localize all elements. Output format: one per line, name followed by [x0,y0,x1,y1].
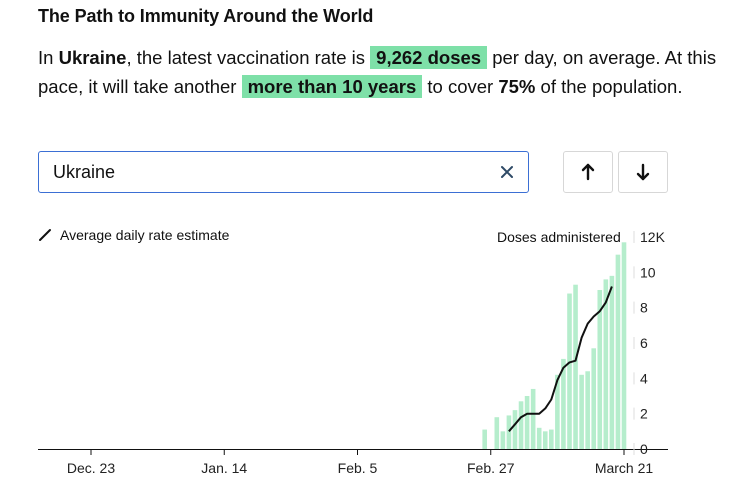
dose-bar [567,293,572,449]
page-title: The Path to Immunity Around the World [38,6,374,26]
dose-bar [549,429,554,449]
dose-bar [585,371,590,449]
y-tick-label: 6 [640,335,648,351]
dose-bar [518,401,524,449]
dose-bar [512,410,518,449]
dose-bar [494,417,500,449]
x-tick-label: Feb. 27 [467,460,515,476]
legend-label: Average daily rate estimate [60,227,230,243]
y-tick-label: 0 [640,441,648,457]
next-button[interactable] [618,151,668,193]
x-tick-label: Feb. 5 [338,460,378,476]
country-search-input[interactable] [53,160,493,184]
dose-bar [621,242,627,449]
country-search [38,151,529,193]
dose-bar [482,429,487,449]
y-tick-label: 8 [640,300,648,316]
dose-bar [542,431,548,449]
rate-highlight: 9,262 doses [370,46,488,69]
average-rate-line [508,286,613,432]
arrow-up-icon [581,163,595,181]
dose-bar [530,388,536,449]
dose-bar [573,284,578,449]
arrow-down-icon [636,163,650,181]
summary-part: to cover [422,75,499,97]
dose-bar [603,279,609,449]
dose-bar [555,374,560,449]
chart-legend: Average daily rate estimate [38,227,229,243]
summary-part: per day, on average. At this pace, it wi… [38,47,717,97]
dose-bar [609,275,615,449]
dose-bar [506,415,512,449]
dose-bar [597,290,603,449]
summary-part: , the latest vaccination rate is [126,47,371,68]
y-tick-label: 2 [640,406,648,422]
dose-bar [615,254,621,449]
dose-bar [500,431,506,449]
dose-bar [591,348,597,449]
dose-bar [536,427,542,449]
trend-line-icon [39,229,51,241]
x-tick-label: Dec. 23 [67,460,115,476]
summary-part: In [38,47,59,68]
country-name: Ukraine [58,47,127,68]
y-tick-label: 12K [640,229,666,245]
dose-bar [579,374,584,449]
y-tick-label: 10 [640,264,656,280]
y-axis-title: Doses administered [497,229,621,245]
summary-text: In Ukraine, the latest vaccination rate … [38,44,718,101]
time-highlight: more than 10 years [241,74,423,98]
y-tick-label: 4 [640,370,648,386]
dose-bar [524,396,530,449]
x-tick-label: March 21 [595,460,654,476]
close-icon[interactable] [496,161,518,183]
summary-part: of the population. [535,75,683,97]
dose-bar [561,358,566,449]
coverage-value: 75% [498,75,536,97]
previous-button[interactable] [563,151,613,193]
x-tick-label: Jan. 14 [201,460,247,476]
